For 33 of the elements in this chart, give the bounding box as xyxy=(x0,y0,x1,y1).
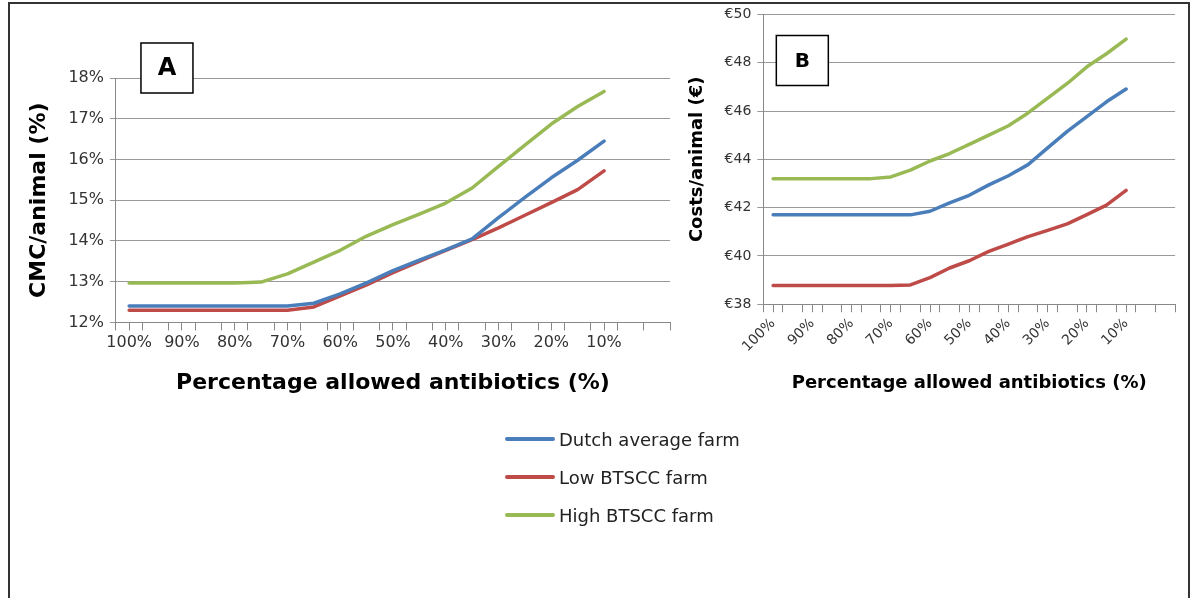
x-tick-label: 90% xyxy=(164,332,200,352)
x-tick-label: 20% xyxy=(533,332,570,352)
y-tick-label: 16% xyxy=(68,148,104,168)
x-axis-title: Percentage allowed antibiotics (%) xyxy=(791,370,1147,392)
x-tick-label: 40% xyxy=(427,332,464,352)
y-tick-label: €50 xyxy=(724,5,752,22)
text: B xyxy=(794,47,810,72)
y-tick-label: €38 xyxy=(724,294,752,311)
x-tick-label: 30% xyxy=(480,332,517,352)
legend-label: Low BTSCC farm xyxy=(559,466,708,488)
y-tick-label: 15% xyxy=(68,189,104,209)
x-axis-title: Percentage allowed antibiotics (%) xyxy=(176,368,610,394)
x-tick-label: 80% xyxy=(216,332,253,352)
y-tick-label: €40 xyxy=(724,246,752,263)
x-tick-label: 70% xyxy=(269,332,306,352)
x-tick-label: 50% xyxy=(375,332,411,352)
y-tick-label: 17% xyxy=(68,107,104,127)
y-tick-label: 13% xyxy=(68,270,104,290)
y-axis-title: Costs/animal (€) xyxy=(685,76,707,243)
y-axis-title: CMC/animal (%) xyxy=(24,102,50,298)
y-tick-label: 18% xyxy=(68,67,104,87)
y-tick-label: €42 xyxy=(724,198,752,215)
y-tick-label: 12% xyxy=(68,311,104,331)
x-tick-label: 60% xyxy=(322,332,358,352)
x-tick-label: 100% xyxy=(106,332,153,352)
chart-title: A xyxy=(157,53,177,82)
y-tick-label: €48 xyxy=(724,53,752,70)
y-tick-label: 14% xyxy=(68,230,104,250)
legend-label: Dutch average farm xyxy=(559,428,740,450)
legend-label: High BTSCC farm xyxy=(559,504,714,526)
y-tick-label: €46 xyxy=(724,101,752,118)
x-tick-label: 10% xyxy=(586,332,622,352)
y-tick-label: €44 xyxy=(724,149,752,166)
